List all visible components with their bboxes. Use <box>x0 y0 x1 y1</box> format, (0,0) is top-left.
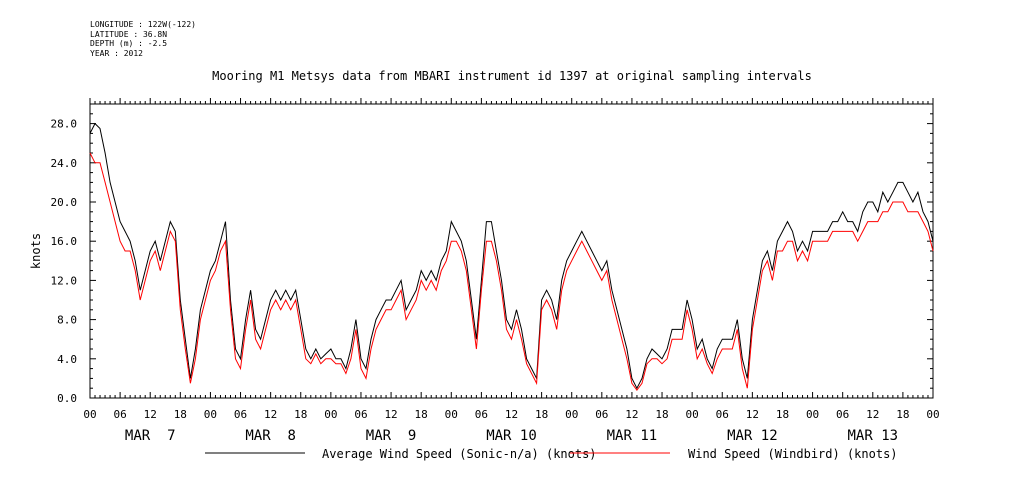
legend-label-average: Average Wind Speed (Sonic-n/a) (knots) <box>322 447 597 461</box>
x-tick-label: 06 <box>475 408 488 421</box>
latitude-label: LATITUDE : 36.8N <box>90 29 168 39</box>
day-label: MAR 10 <box>486 428 537 444</box>
x-tick-label: 06 <box>113 408 126 421</box>
series-line-1 <box>89 152 934 392</box>
day-labels: MAR 7 MAR 8 MAR 9 MAR 10 MAR 11 MAR 12 MAR 13 <box>125 428 898 444</box>
y-tick-label: 20.0 <box>51 196 78 209</box>
x-tick-label: 06 <box>354 408 367 421</box>
x-tick-label: 18 <box>415 408 428 421</box>
y-tick-label: 16.0 <box>51 235 78 248</box>
y-tick-label: 28.0 <box>51 118 78 131</box>
day-label: MAR 12 <box>727 428 778 444</box>
legend: Average Wind Speed (Sonic-n/a) (knots) W… <box>205 447 898 461</box>
x-tick-label: 06 <box>595 408 608 421</box>
x-tick-label: 12 <box>866 408 879 421</box>
x-tick-label: 18 <box>174 408 187 421</box>
day-label: MAR 7 <box>125 428 176 444</box>
legend-label-windbird: Wind Speed (Windbird) (knots) <box>688 447 898 461</box>
year-label: YEAR : 2012 <box>90 48 143 58</box>
longitude-label: LONGITUDE : 122W(-122) <box>90 20 196 29</box>
day-label: MAR 8 <box>245 428 296 444</box>
y-tick-label: 24.0 <box>51 157 78 170</box>
y-axis-label: knots <box>29 233 43 269</box>
y-tick-label: 4.0 <box>57 353 77 366</box>
x-tick-label: 06 <box>716 408 729 421</box>
x-tick-label: 00 <box>83 408 96 421</box>
series-lines <box>89 122 934 392</box>
x-tick-label: 00 <box>324 408 337 421</box>
x-tick-label: 00 <box>806 408 819 421</box>
x-tick-label: 18 <box>294 408 307 421</box>
x-tick-label: 12 <box>746 408 759 421</box>
y-tick-label: 12.0 <box>51 274 78 287</box>
x-tick-labels: 00 06 12 18 00 06 12 18 00 06 12 18 00 06 12 18 00 06 12 18… <box>83 408 939 421</box>
x-tick-label: 12 <box>264 408 277 421</box>
y-tick-label: 0.0 <box>57 392 77 405</box>
x-tick-label: 18 <box>776 408 789 421</box>
x-tick-label: 12 <box>144 408 157 421</box>
x-tick-label: 12 <box>505 408 518 421</box>
day-label: MAR 11 <box>607 428 658 444</box>
y-tick-label: 8.0 <box>57 314 77 327</box>
x-tick-label: 00 <box>565 408 578 421</box>
y-tick-labels: 0.0 4.0 8.0 12.0 16.0 20.0 24.0 28.0 <box>51 118 78 405</box>
chart-title: Mooring M1 Metsys data from MBARI instru… <box>212 69 812 83</box>
x-tick-label: 18 <box>896 408 909 421</box>
x-tick-label: 00 <box>926 408 939 421</box>
x-tick-label: 00 <box>204 408 217 421</box>
x-tick-label: 06 <box>836 408 849 421</box>
x-tick-label: 00 <box>686 408 699 421</box>
series-line-0 <box>89 122 934 390</box>
axis-ticks <box>89 98 934 399</box>
x-tick-label: 00 <box>445 408 458 421</box>
metadata-block: LONGITUDE : 122W(-122) LATITUDE : 36.8N … <box>90 20 196 58</box>
day-label: MAR 13 <box>847 428 898 444</box>
x-tick-label: 18 <box>535 408 548 421</box>
plot-frame <box>89 103 934 399</box>
x-tick-label: 06 <box>234 408 247 421</box>
x-tick-label: 12 <box>625 408 638 421</box>
day-label: MAR 9 <box>366 428 417 444</box>
x-tick-label: 12 <box>384 408 397 421</box>
depth-label: DEPTH (m) : -2.5 <box>90 39 168 48</box>
x-tick-label: 18 <box>655 408 668 421</box>
